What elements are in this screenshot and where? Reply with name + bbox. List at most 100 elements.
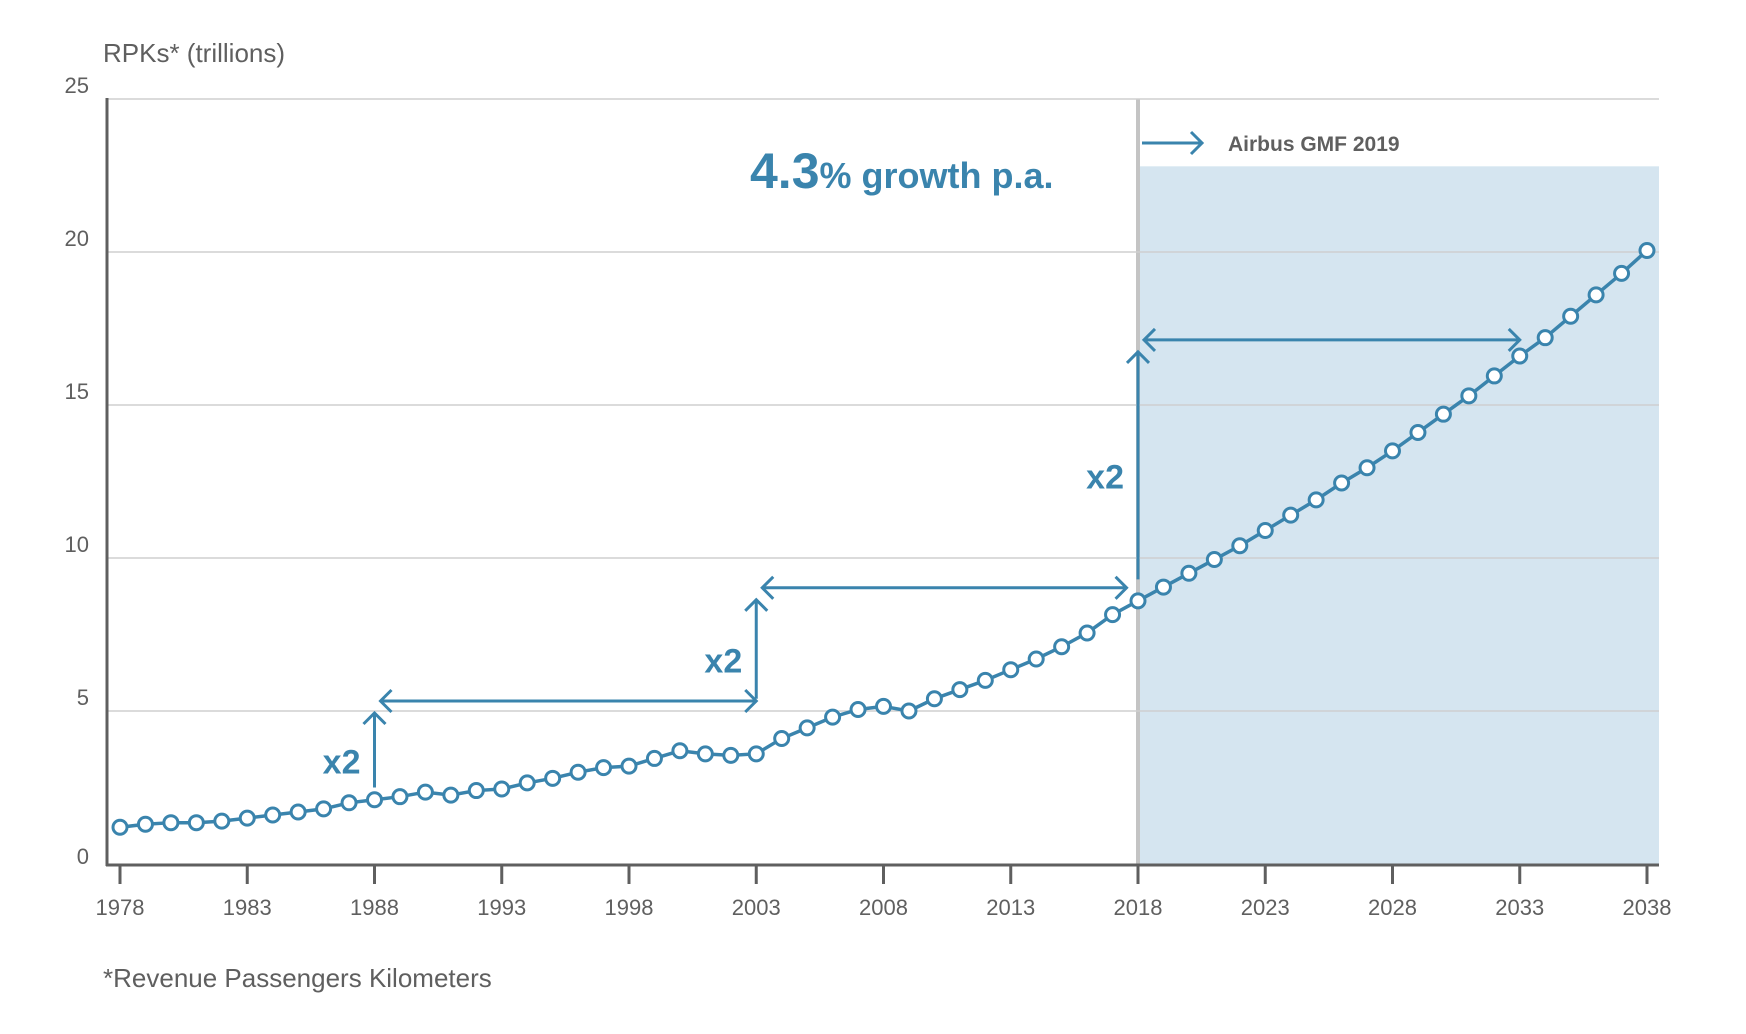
doubling-left-arrowhead-2 [760,575,775,600]
x-tick-label-2028: 2028 [1368,895,1417,920]
data-point-2015 [1053,638,1071,656]
doubling-label-1: x2 [323,743,361,781]
data-point-1986 [315,800,333,818]
data-point-2011 [951,681,969,699]
x-tick-label-1998: 1998 [605,895,654,920]
data-point-1989 [391,788,409,806]
data-point-2006 [824,708,842,726]
data-point-2030 [1434,405,1452,423]
data-point-2034 [1536,329,1554,347]
data-point-2003 [747,745,765,763]
data-point-2004 [773,730,791,748]
data-point-2023 [1256,521,1274,539]
x-tick-label-1993: 1993 [477,895,526,920]
data-point-2002 [722,746,740,764]
data-point-2033 [1511,347,1529,365]
axes: 0 5 10 15 20 25 1978 1983 1988 1993 1998 2003 2008 20… [65,73,1672,920]
data-point-1980 [162,814,180,832]
data-point-2036 [1587,286,1605,304]
growth-rate-text: % growth p.a. [820,155,1054,196]
forecast-arrowhead [1189,130,1205,156]
y-tick-label-20: 20 [65,226,89,251]
doubling-up-arrowhead-1 [362,710,387,726]
data-point-1993 [493,780,511,798]
gridlines [107,98,1659,712]
data-point-2007 [849,700,867,718]
x-tick-label-2033: 2033 [1495,895,1544,920]
doubling-label-3: x2 [1086,459,1124,497]
x-tick-label-2018: 2018 [1114,895,1163,920]
data-point-2009 [900,702,918,720]
x-tick-label-2023: 2023 [1241,895,1290,920]
data-point-1984 [264,806,282,824]
data-point-2019 [1154,578,1172,596]
data-point-2035 [1562,307,1580,325]
x-tick-label-2038: 2038 [1623,895,1672,920]
data-point-1987 [340,794,358,812]
doubling-left-arrowhead-1 [378,688,393,714]
data-point-2008 [875,697,892,715]
data-point-2005 [798,719,816,737]
data-point-1998 [620,757,638,775]
data-point-1983 [238,809,256,827]
forecast-label: Airbus GMF 2019 [1228,133,1400,156]
data-point-2037 [1613,264,1631,282]
data-point-2022 [1231,537,1249,555]
data-point-2014 [1027,650,1045,668]
doubling-up-arrowhead-2 [744,597,769,612]
data-point-1979 [136,815,154,833]
data-point-1996 [569,763,587,781]
data-point-2031 [1460,387,1478,405]
doubling-left-arrowhead-3 [1141,327,1157,352]
x-tick-label-1978: 1978 [96,895,145,920]
data-point-2032 [1485,367,1503,385]
data-point-1997 [595,759,613,777]
data-point-2021 [1205,551,1223,569]
data-point-2026 [1333,474,1351,492]
forecast-region-layer [1136,99,1659,864]
x-tick-label-2008: 2008 [859,895,908,920]
y-tick-label-0: 0 [77,844,89,869]
doubling-annotations: x2 x2 x2 [323,130,1522,788]
y-tick-label-10: 10 [65,532,89,557]
x-tick-label-2003: 2003 [732,895,781,920]
data-point-2013 [1002,661,1020,679]
footnote: *Revenue Passengers Kilometers [103,963,492,993]
series-rpk [111,241,1656,836]
doubling-right-arrowhead-2 [1114,575,1129,600]
data-point-2029 [1409,424,1427,442]
data-point-1990 [416,783,434,801]
growth-headline: 4.3% growth p.a. [750,143,1054,199]
data-point-2020 [1180,564,1198,582]
y-tick-label-5: 5 [77,685,89,710]
data-point-2027 [1358,459,1376,477]
data-point-2028 [1384,442,1401,460]
data-point-1978 [111,818,129,836]
y-axis-title: RPKs* (trillions) [103,38,285,68]
data-point-2038 [1638,241,1656,259]
doubling-up-arrowhead-3 [1125,349,1151,364]
doubling-right-arrowhead-1 [744,688,759,714]
y-tick-label-25: 25 [65,73,89,98]
growth-rate-number: 4.3 [750,143,820,199]
doubling-label-2: x2 [704,642,742,680]
doubling-right-arrowhead-3 [1507,327,1522,352]
data-point-2016 [1078,624,1096,642]
data-point-1994 [518,774,536,792]
x-tick-label-1983: 1983 [223,895,272,920]
x-tick-label-1988: 1988 [350,895,399,920]
forecast-shaded-region [1138,166,1659,864]
data-point-1988 [366,791,383,809]
data-point-2000 [671,742,689,760]
data-point-2017 [1104,606,1122,624]
data-point-2012 [976,671,994,689]
data-point-2001 [696,745,714,763]
data-point-2010 [925,690,943,708]
data-point-1981 [187,814,205,832]
data-point-2025 [1307,491,1325,509]
data-point-1991 [442,786,460,804]
data-point-2018 [1129,592,1147,610]
data-point-1995 [544,769,562,787]
y-tick-label-15: 15 [65,379,89,404]
data-point-2024 [1282,506,1300,524]
